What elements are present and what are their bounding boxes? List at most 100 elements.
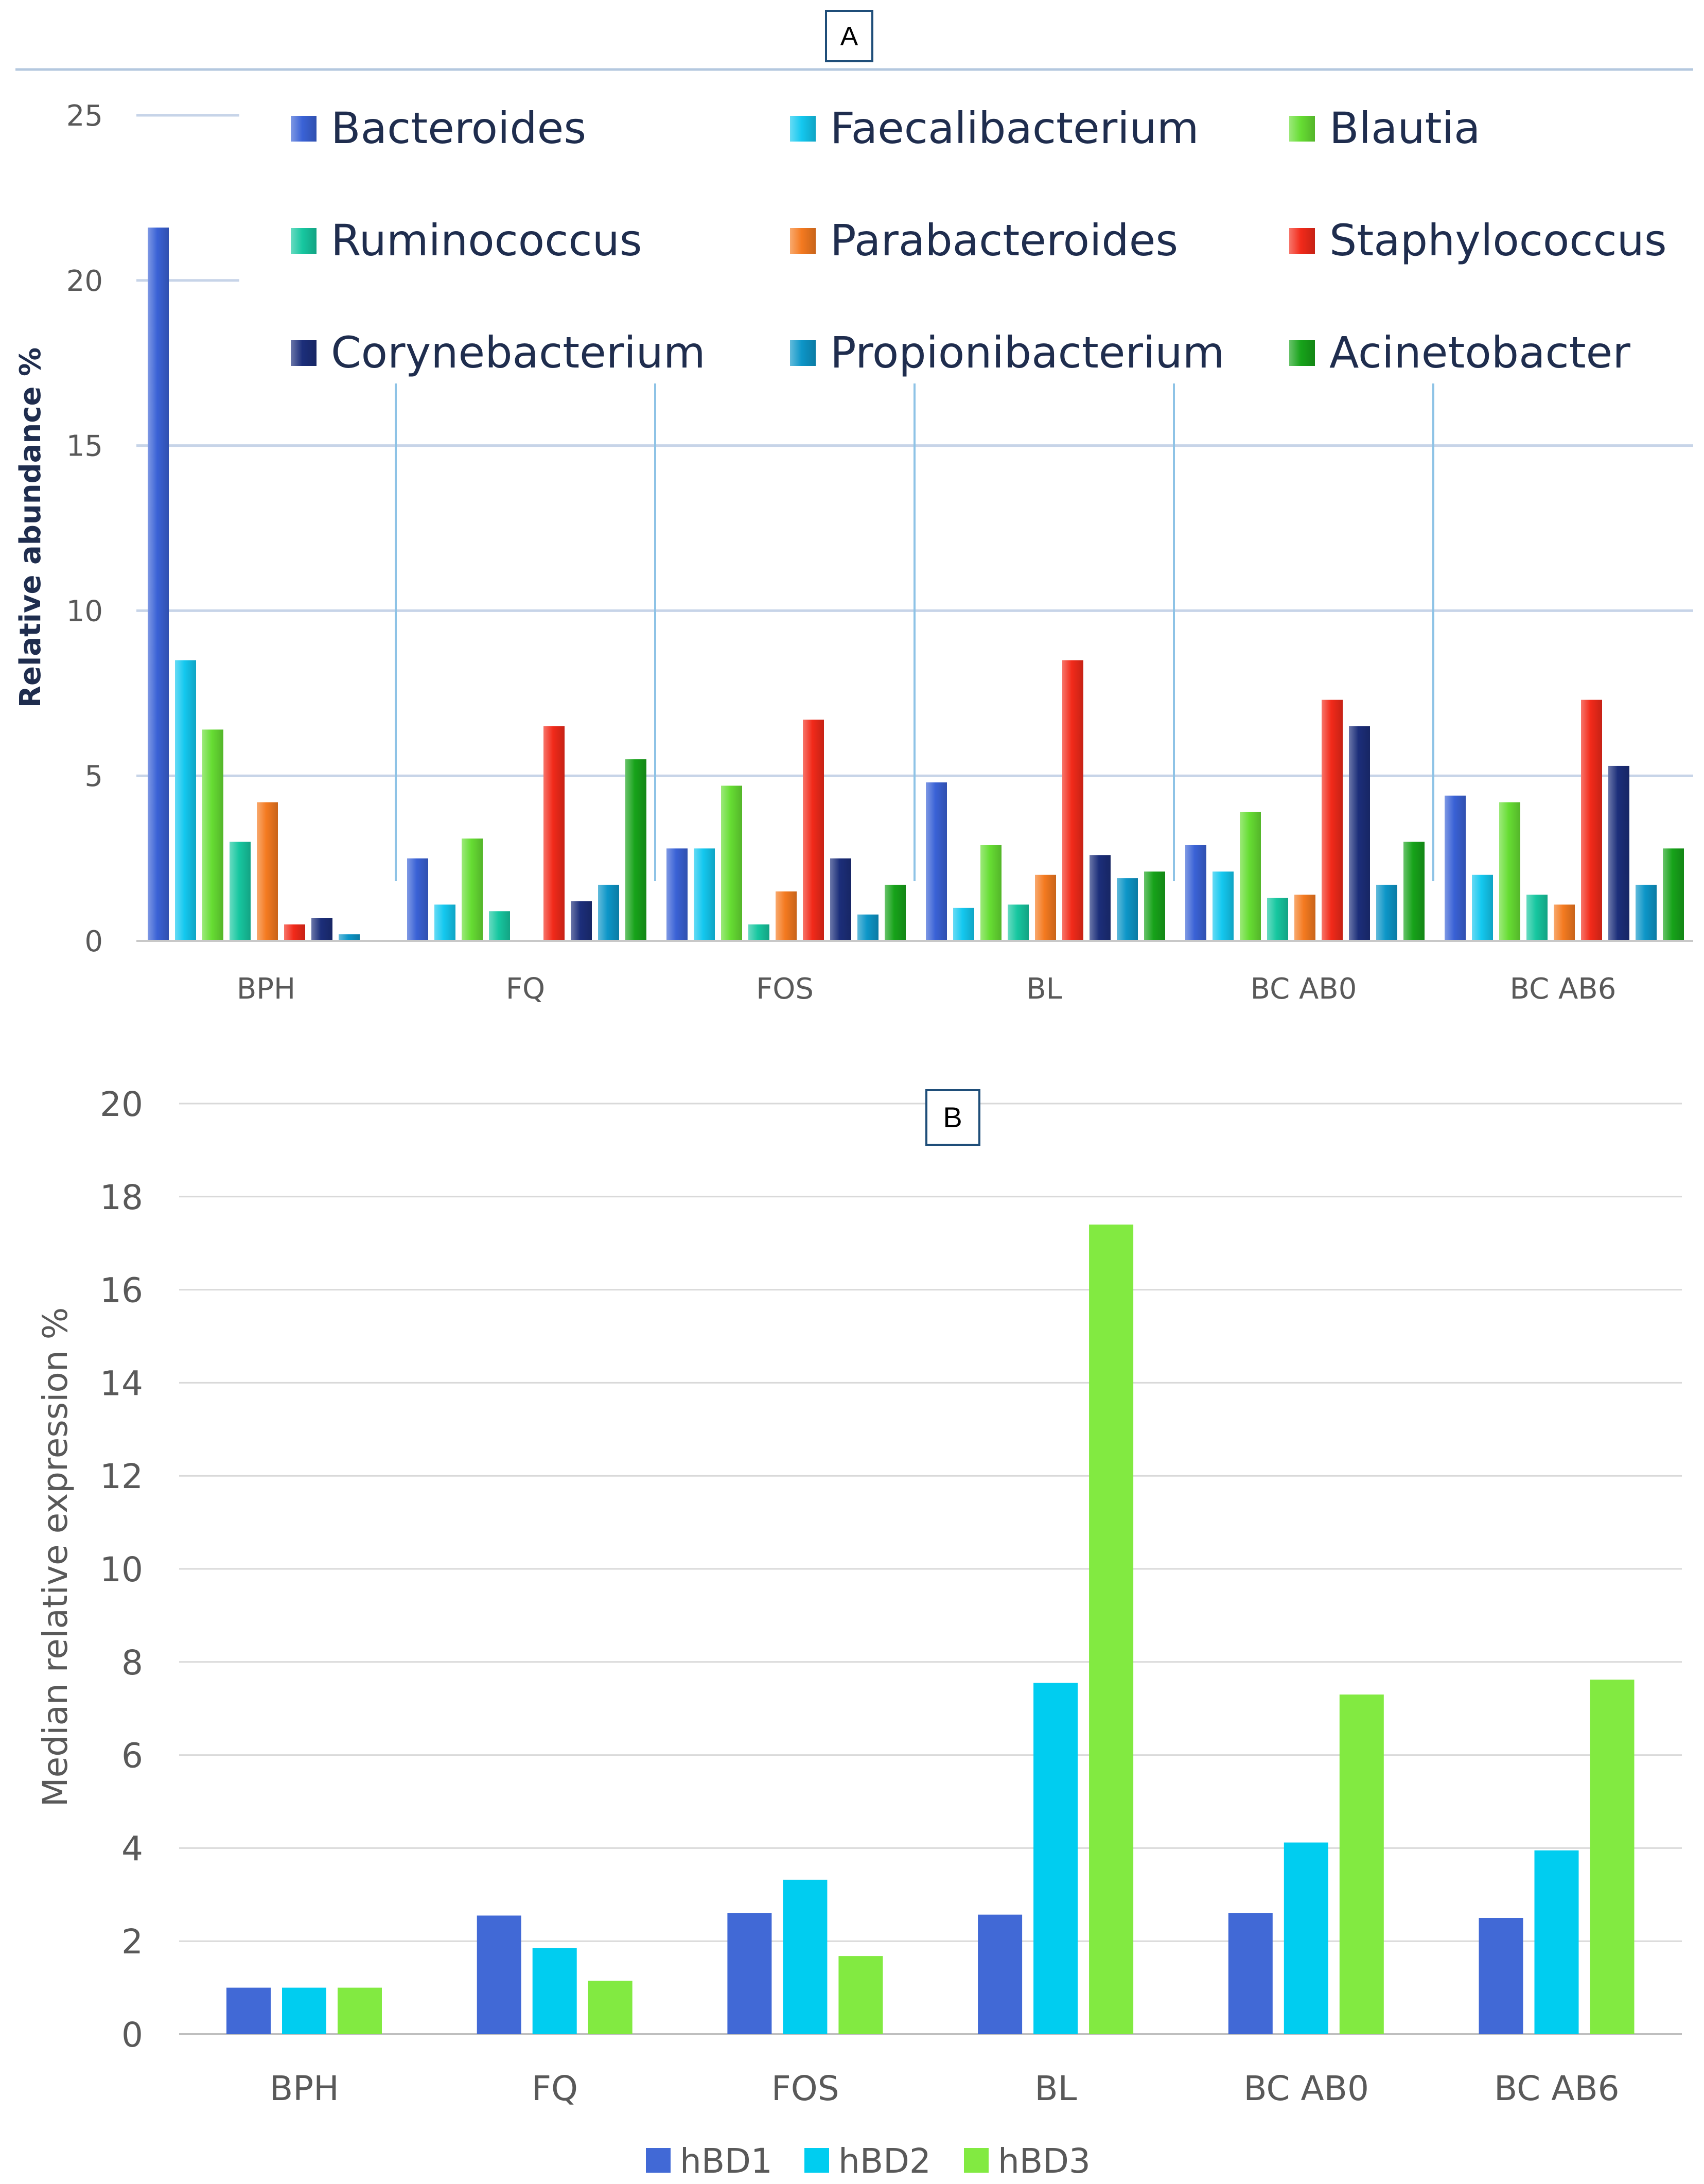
bar-corynebacterium-bc-ab6 (1608, 765, 1629, 941)
panel-a-x-tick-label: BL (1026, 972, 1062, 1006)
bar-propionibacterium-bc-ab6 (1636, 884, 1657, 941)
panel-b-y-tick-label: 4 (121, 1829, 143, 1868)
bar-parabacteroides-bl (1035, 875, 1056, 941)
panel-b-y-tick-label: 6 (121, 1736, 143, 1776)
panel-a-x-tick-label: BC AB0 (1251, 972, 1357, 1006)
bar-hbd3-bc-ab6 (1590, 1680, 1635, 2034)
bar-hbd1-bc-ab6 (1479, 1918, 1523, 2034)
bar-blautia-bph (202, 729, 223, 941)
panel-b-x-tick-label: FQ (532, 2069, 578, 2108)
bar-hbd3-bph (338, 1987, 382, 2034)
bar-ruminococcus-bc-ab6 (1526, 895, 1548, 941)
bar-parabacteroides-bph (257, 802, 278, 941)
legend-swatch-faecalibacterium (790, 116, 816, 142)
panel-a-bars (148, 228, 1684, 941)
bar-hbd3-bl (1089, 1225, 1134, 2034)
legend-label-corynebacterium: Corynebacterium (331, 327, 706, 378)
bar-hbd1-bl (978, 1914, 1023, 2034)
legend-label-faecalibacterium: Faecalibacterium (830, 103, 1199, 153)
panel-a-label: A (840, 22, 858, 51)
bar-hbd1-bc-ab0 (1228, 1913, 1273, 2034)
panel-b-gridlines (179, 1103, 1682, 2035)
bar-blautia-fq (462, 838, 483, 941)
legend-label-acinetobacter: Acinetobacter (1329, 327, 1630, 378)
bar-faecalibacterium-bph (175, 660, 196, 941)
bar-parabacteroides-bc-ab6 (1554, 904, 1575, 941)
panel-b-y-tick-label: 0 (121, 2015, 143, 2055)
bar-hbd1-fos (727, 1913, 772, 2034)
legend-label-ruminococcus: Ruminococcus (331, 215, 642, 266)
bar-propionibacterium-bc-ab0 (1376, 884, 1397, 941)
bar-faecalibacterium-bc-ab6 (1472, 875, 1493, 941)
panel-b-y-tick-label: 18 (100, 1178, 143, 1217)
bar-staphylococcus-bc-ab6 (1581, 700, 1602, 941)
panel-a-bar-chart: A 0 5 10 15 20 25 BPH FQ FOS BL BC AB0 BC AB6 Rela… (14, 10, 1693, 1006)
bar-bacteroides-bc-ab0 (1185, 845, 1206, 941)
legend-swatch-hbd1 (646, 2148, 671, 2173)
bar-hbd1-bph (226, 1987, 271, 2034)
panel-a-x-tick-label: FOS (756, 972, 814, 1006)
bar-acinetobacter-fos (885, 884, 906, 941)
panel-b-bars (226, 1225, 1635, 2034)
panel-b-y-axis-ticks: 0 2 4 6 8 10 12 14 16 18 20 (100, 1085, 143, 2055)
panel-a-label-frame (825, 10, 873, 62)
panel-b-label: B (943, 1101, 962, 1133)
bar-faecalibacterium-bc-ab0 (1213, 871, 1234, 941)
bar-propionibacterium-bph (339, 934, 360, 941)
bar-ruminococcus-fos (748, 924, 769, 941)
bar-hbd2-fq (532, 1948, 577, 2034)
panel-a-x-tick-label: FQ (506, 972, 545, 1006)
panel-b-x-axis-ticks: BPH FQ FOS BL BC AB0 BC AB6 (270, 2069, 1620, 2108)
panel-b-x-tick-label: FOS (771, 2069, 839, 2108)
legend-swatch-corynebacterium (291, 340, 317, 366)
legend-swatch-parabacteroides (790, 228, 816, 254)
bar-hbd2-bl (1033, 1683, 1078, 2034)
panel-a-label-box: A (825, 10, 873, 62)
panel-a-x-tick-label: BC AB6 (1510, 972, 1617, 1006)
legend-label-hbd2: hBD2 (838, 2141, 931, 2181)
bar-hbd3-fq (588, 1981, 633, 2034)
panel-b-x-tick-label: BC AB6 (1494, 2069, 1620, 2108)
bar-ruminococcus-bc-ab0 (1267, 898, 1288, 941)
bar-bacteroides-fos (666, 848, 688, 941)
panel-b-y-tick-label: 2 (121, 1922, 143, 1962)
legend-swatch-acinetobacter (1289, 340, 1315, 366)
legend-label-parabacteroides: Parabacteroides (830, 215, 1178, 266)
panel-b-y-tick-label: 20 (100, 1085, 143, 1124)
legend-swatch-hbd3 (964, 2148, 989, 2173)
bar-acinetobacter-bc-ab6 (1663, 848, 1684, 941)
legend-label-hbd1: hBD1 (680, 2141, 772, 2181)
legend-label-bacteroides: Bacteroides (331, 103, 586, 153)
bar-faecalibacterium-fq (434, 904, 455, 941)
bar-staphylococcus-fos (803, 720, 824, 941)
bar-propionibacterium-bl (1117, 878, 1138, 941)
bar-faecalibacterium-bl (953, 907, 974, 941)
bar-propionibacterium-fos (857, 914, 879, 941)
bar-blautia-fos (721, 785, 742, 941)
bar-hbd2-bph (282, 1987, 326, 2034)
bar-corynebacterium-bph (311, 918, 332, 941)
bar-staphylococcus-fq (543, 726, 565, 941)
panel-b-x-tick-label: BL (1034, 2069, 1077, 2108)
legend-swatch-staphylococcus (1289, 228, 1315, 254)
legend-swatch-ruminococcus (291, 228, 317, 254)
panel-b-bar-chart: 0 2 4 6 8 10 12 14 16 18 20 BPH FQ FOS BL BC AB0 BC AB6… (36, 1085, 1682, 2181)
bar-bacteroides-fq (407, 858, 428, 941)
panel-a-y-tick-label: 0 (84, 925, 103, 958)
panel-b-y-tick-label: 16 (100, 1271, 143, 1311)
legend-swatch-bacteroides (291, 116, 317, 142)
bar-corynebacterium-fq (571, 901, 592, 941)
panel-a-y-axis-title: Relative abundance % (14, 347, 47, 708)
panel-a-x-axis-ticks: BPH FQ FOS BL BC AB0 BC AB6 (237, 972, 1617, 1006)
bar-parabacteroides-bc-ab0 (1294, 895, 1315, 941)
panel-b-legend: hBD1 hBD2 hBD3 (646, 2141, 1091, 2181)
panel-b-label-frame (925, 1089, 980, 1146)
bar-hbd1-fq (477, 1915, 521, 2034)
bar-corynebacterium-bl (1090, 855, 1111, 941)
legend-swatch-hbd2 (804, 2148, 829, 2173)
bar-corynebacterium-bc-ab0 (1349, 726, 1370, 941)
bar-blautia-bl (980, 845, 1002, 941)
legend-label-staphylococcus: Staphylococcus (1329, 215, 1667, 266)
